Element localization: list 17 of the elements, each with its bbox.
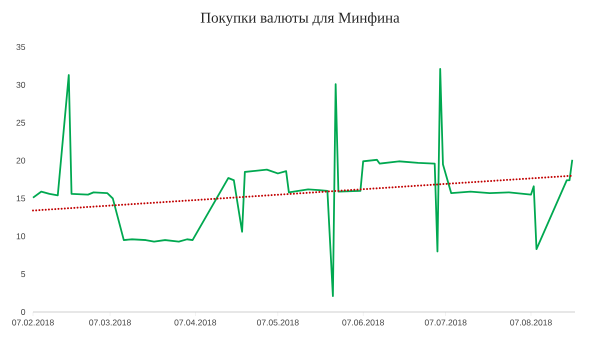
y-tick-label: 30 [16,82,26,88]
x-tick-label: 07.07.2018 [424,320,467,326]
x-tick-label: 07.02.2018 [12,320,54,326]
y-tick-label: 35 [16,44,26,50]
x-tick-label: 07.04.2018 [174,320,216,326]
x-tick-label: 07.08.2018 [510,320,552,326]
y-tick-label: 10 [16,233,26,240]
y-tick-label: 20 [16,158,26,164]
chart-title: Покупки валюты для Минфина [200,12,400,26]
y-tick-label: 5 [21,271,26,278]
x-tick-label: 07.06.2018 [342,320,384,326]
x-tick-label: 07.03.2018 [89,320,131,326]
y-tick-label: 0 [21,309,26,315]
x-tick-label: 07.05.2018 [257,320,299,326]
y-tick-label: 15 [16,195,26,202]
y-tick-label: 25 [16,120,26,126]
line-series [32,68,574,297]
